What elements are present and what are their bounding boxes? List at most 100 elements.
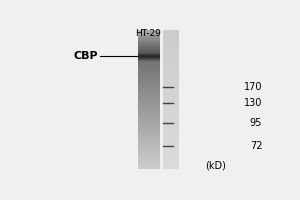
Bar (138, 42, 160, 43)
Bar (138, 132, 160, 133)
Bar (138, 150, 160, 151)
Bar (138, 163, 160, 164)
Bar (163, 112, 178, 113)
Bar (138, 164, 160, 165)
Bar (163, 131, 178, 132)
Bar (163, 142, 178, 143)
Bar (138, 160, 160, 161)
Bar (163, 55, 178, 56)
Bar (138, 81, 160, 82)
Bar (138, 76, 160, 77)
Bar (138, 41, 160, 42)
Bar (138, 82, 160, 83)
Bar (138, 137, 160, 138)
Bar (138, 154, 160, 155)
Bar (163, 92, 178, 93)
Bar (138, 139, 160, 140)
Bar (138, 159, 160, 160)
Bar (163, 78, 178, 79)
Bar (163, 107, 178, 108)
Bar (138, 31, 160, 32)
Bar (138, 153, 160, 154)
Bar (163, 37, 178, 38)
Bar (163, 95, 178, 96)
Bar (138, 92, 160, 93)
Bar (138, 52, 160, 53)
Bar (163, 166, 178, 167)
Bar (138, 149, 160, 150)
Bar (138, 78, 160, 79)
Bar (163, 125, 178, 126)
Bar (138, 145, 160, 146)
Bar (163, 105, 178, 106)
Bar (163, 141, 178, 142)
Bar (163, 147, 178, 148)
Bar (163, 31, 178, 32)
Bar (138, 120, 160, 121)
Bar (163, 35, 178, 36)
Bar (138, 73, 160, 74)
Bar (138, 86, 160, 87)
Bar (163, 67, 178, 68)
Bar (138, 55, 160, 56)
Bar (138, 101, 160, 102)
Bar (138, 54, 160, 55)
Bar (138, 34, 160, 35)
Bar (163, 110, 178, 111)
Text: 72: 72 (250, 141, 262, 151)
Bar (138, 30, 160, 31)
Bar (163, 164, 178, 165)
Bar (138, 128, 160, 129)
Bar (163, 144, 178, 145)
Bar (138, 151, 160, 152)
Bar (163, 79, 178, 80)
Bar (163, 62, 178, 63)
Text: (kD): (kD) (205, 160, 226, 170)
Bar (163, 130, 178, 131)
Bar (163, 119, 178, 120)
Bar (163, 113, 178, 114)
Bar (163, 158, 178, 159)
Bar (138, 62, 160, 63)
Bar (163, 60, 178, 61)
Bar (138, 141, 160, 142)
Bar (163, 77, 178, 78)
Bar (138, 93, 160, 94)
Bar (163, 133, 178, 134)
Bar (163, 90, 178, 91)
Bar (163, 38, 178, 39)
Bar (163, 54, 178, 55)
Bar (138, 155, 160, 156)
Bar (163, 70, 178, 71)
Bar (138, 140, 160, 141)
Bar (163, 57, 178, 58)
Text: 170: 170 (244, 82, 262, 92)
Bar (163, 135, 178, 136)
Bar (163, 160, 178, 161)
Bar (138, 119, 160, 120)
Bar (138, 72, 160, 73)
Bar (138, 84, 160, 85)
Bar (138, 121, 160, 122)
Bar (163, 33, 178, 34)
Bar (138, 134, 160, 135)
Bar (163, 159, 178, 160)
Bar (138, 69, 160, 70)
Bar (138, 74, 160, 75)
Bar (163, 111, 178, 112)
Bar (138, 95, 160, 96)
Bar (138, 109, 160, 110)
Bar (138, 126, 160, 127)
Bar (163, 109, 178, 110)
Bar (138, 67, 160, 68)
Bar (163, 48, 178, 49)
Bar (138, 47, 160, 48)
Bar (138, 135, 160, 136)
Bar (138, 142, 160, 143)
Bar (163, 86, 178, 87)
Bar (163, 122, 178, 123)
Bar (138, 133, 160, 134)
Bar (138, 108, 160, 109)
Bar (163, 51, 178, 52)
Bar (138, 152, 160, 153)
